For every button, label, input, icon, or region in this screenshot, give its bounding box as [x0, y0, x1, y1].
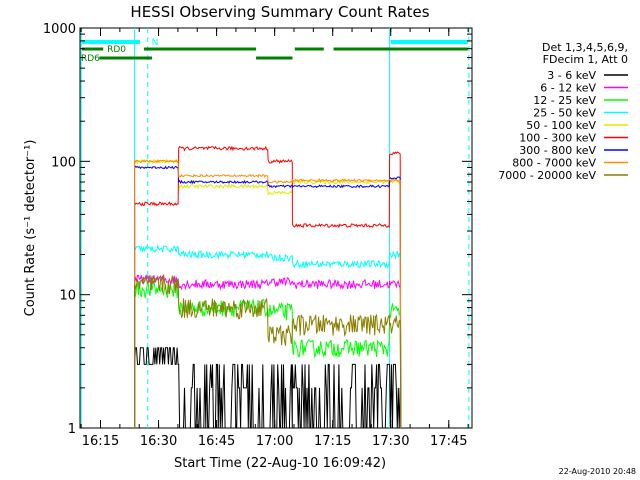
series-line: [134, 165, 402, 429]
x-axis-label: Start Time (22-Aug-10 16:09:42): [174, 456, 386, 471]
x-tick-label: 17:30: [372, 434, 409, 449]
chart-title: HESSI Observing Summary Count Rates: [130, 3, 429, 21]
legend-header-line-1: Det 1,3,4,5,6,9,: [542, 41, 628, 54]
series-line: [134, 158, 402, 429]
x-tick-label: 17:45: [430, 434, 467, 449]
series-line: [134, 347, 402, 429]
series-line: [134, 243, 402, 429]
x-tick-label: 16:45: [198, 434, 235, 449]
plot-frame: [79, 27, 473, 429]
x-axis: 16:15 16:30 16:45 17:00 17:15 17:30 17:45: [80, 28, 469, 449]
legend-label: 300 - 800 keV: [519, 144, 596, 157]
legend-label: 12 - 25 keV: [533, 94, 596, 107]
y-tick-label: 100: [51, 155, 76, 170]
x-tick-label: 17:00: [256, 434, 293, 449]
legend-header-line-2: FDecim 1, Att 0: [543, 53, 628, 66]
legend-label: 50 - 100 keV: [526, 119, 596, 132]
timestamp-stamp: 22-Aug-2010 20:48: [559, 467, 636, 476]
legend-label: 100 - 300 keV: [519, 132, 596, 145]
legend: Det 1,3,4,5,6,9, FDecim 1, Att 0 3 - 6 k…: [498, 41, 628, 182]
legend-label: 800 - 7000 keV: [512, 157, 596, 170]
legend-label: 3 - 6 keV: [547, 69, 596, 82]
y-tick-label: 1: [68, 422, 76, 437]
x-tick-label: 16:15: [82, 434, 119, 449]
legend-label: 7000 - 20000 keV: [498, 169, 596, 182]
y-tick-label: 1000: [43, 22, 76, 37]
series-layer: [134, 145, 402, 429]
y-axis-label: Count Rate (s⁻¹ detector⁻¹): [23, 140, 38, 317]
series-line: [134, 274, 402, 429]
x-tick-label: 16:30: [140, 434, 177, 449]
legend-label: 25 - 50 keV: [533, 107, 596, 120]
annotation-layer: N RD0 RD6: [80, 28, 470, 428]
y-axis: 1 10 100 1000: [43, 22, 472, 437]
series-line: [134, 159, 402, 429]
legend-label: 6 - 12 keV: [540, 82, 596, 95]
flag-label-rd6: RD6: [81, 54, 100, 64]
x-tick-label: 17:15: [314, 434, 351, 449]
flag-label-rd0: RD0: [107, 45, 126, 55]
y-tick-label: 10: [59, 289, 76, 304]
flag-label-n: N: [152, 38, 159, 48]
